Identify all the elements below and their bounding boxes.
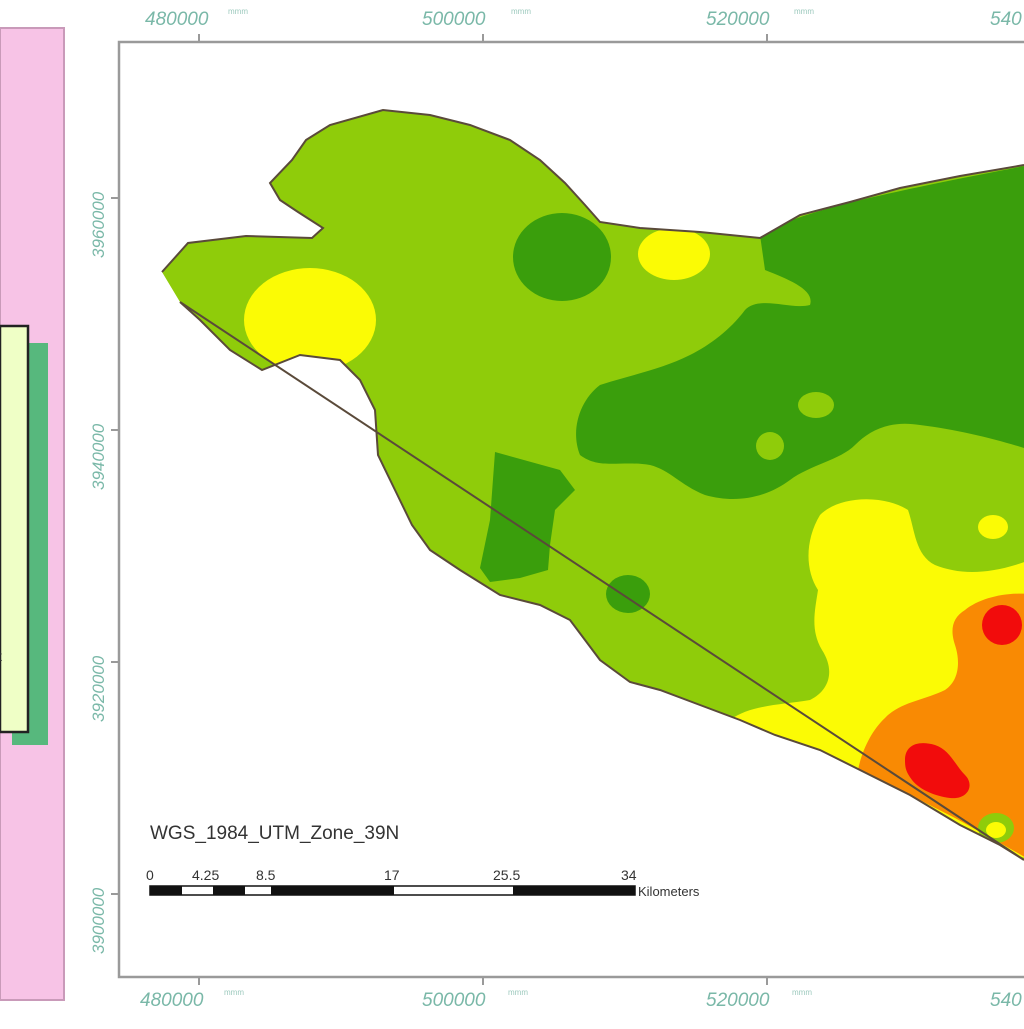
scale-label-17: 17 bbox=[384, 867, 400, 883]
x-tick-bottom-500000: 500000 bbox=[422, 990, 486, 1011]
red-patch-south bbox=[905, 743, 970, 799]
svg-text:mmm: mmm bbox=[508, 988, 528, 997]
scale-label-34: 34 bbox=[621, 867, 637, 883]
scale-bar: 0 4.25 8.5 17 25.5 34 Kilometers bbox=[146, 867, 700, 899]
svg-text:mmm: mmm bbox=[511, 7, 531, 16]
y-tick-3960000: 3960000 bbox=[89, 191, 108, 258]
svg-text:mmm: mmm bbox=[792, 988, 812, 997]
left-axis-labels: 3960000 3940000 3920000 3900000 bbox=[89, 191, 108, 954]
orange-zone-southeast bbox=[858, 593, 1024, 860]
x-tick-top-540000: 540 bbox=[990, 9, 1022, 30]
tick-marks bbox=[111, 34, 768, 985]
y-tick-3920000: 3920000 bbox=[89, 655, 108, 722]
projection-label: WGS_1984_UTM_Zone_39N bbox=[150, 823, 399, 844]
bottom-axis-labels: 480000 500000 520000 540 mmm mmm mmm bbox=[140, 988, 1022, 1011]
svg-text:mmm: mmm bbox=[224, 988, 244, 997]
legend-partial-text: t bbox=[0, 648, 2, 664]
dark-green-patch-north bbox=[513, 213, 611, 301]
legend-box bbox=[0, 324, 30, 734]
dark-green-zone-east bbox=[576, 165, 1024, 500]
svg-text:mmm: mmm bbox=[794, 7, 814, 16]
y-tick-3940000: 3940000 bbox=[89, 423, 108, 490]
top-axis-labels: 480000 500000 520000 540 mmm mmm mmm bbox=[145, 7, 1022, 30]
red-patch-north bbox=[982, 605, 1022, 645]
svg-text:mmm: mmm bbox=[228, 7, 248, 16]
scale-label-25-5: 25.5 bbox=[493, 867, 520, 883]
x-tick-top-480000: 480000 bbox=[145, 9, 209, 30]
yellow-patch-west bbox=[244, 268, 376, 372]
x-tick-top-500000: 500000 bbox=[422, 9, 486, 30]
x-tick-top-520000: 520000 bbox=[706, 9, 770, 30]
x-tick-bottom-540000: 540 bbox=[990, 990, 1022, 1011]
scale-label-0: 0 bbox=[146, 867, 154, 883]
scale-unit: Kilometers bbox=[638, 884, 700, 899]
dark-green-zone-west bbox=[480, 452, 575, 582]
scale-label-4-25: 4.25 bbox=[192, 867, 219, 883]
dark-green-patch-south bbox=[606, 575, 650, 613]
y-tick-3900000: 3900000 bbox=[89, 887, 108, 954]
x-tick-bottom-480000: 480000 bbox=[140, 990, 204, 1011]
x-tick-bottom-520000: 520000 bbox=[706, 990, 770, 1011]
yellow-patch-north bbox=[638, 228, 710, 280]
land-outline bbox=[161, 108, 1024, 861]
scale-label-8-5: 8.5 bbox=[256, 867, 276, 883]
